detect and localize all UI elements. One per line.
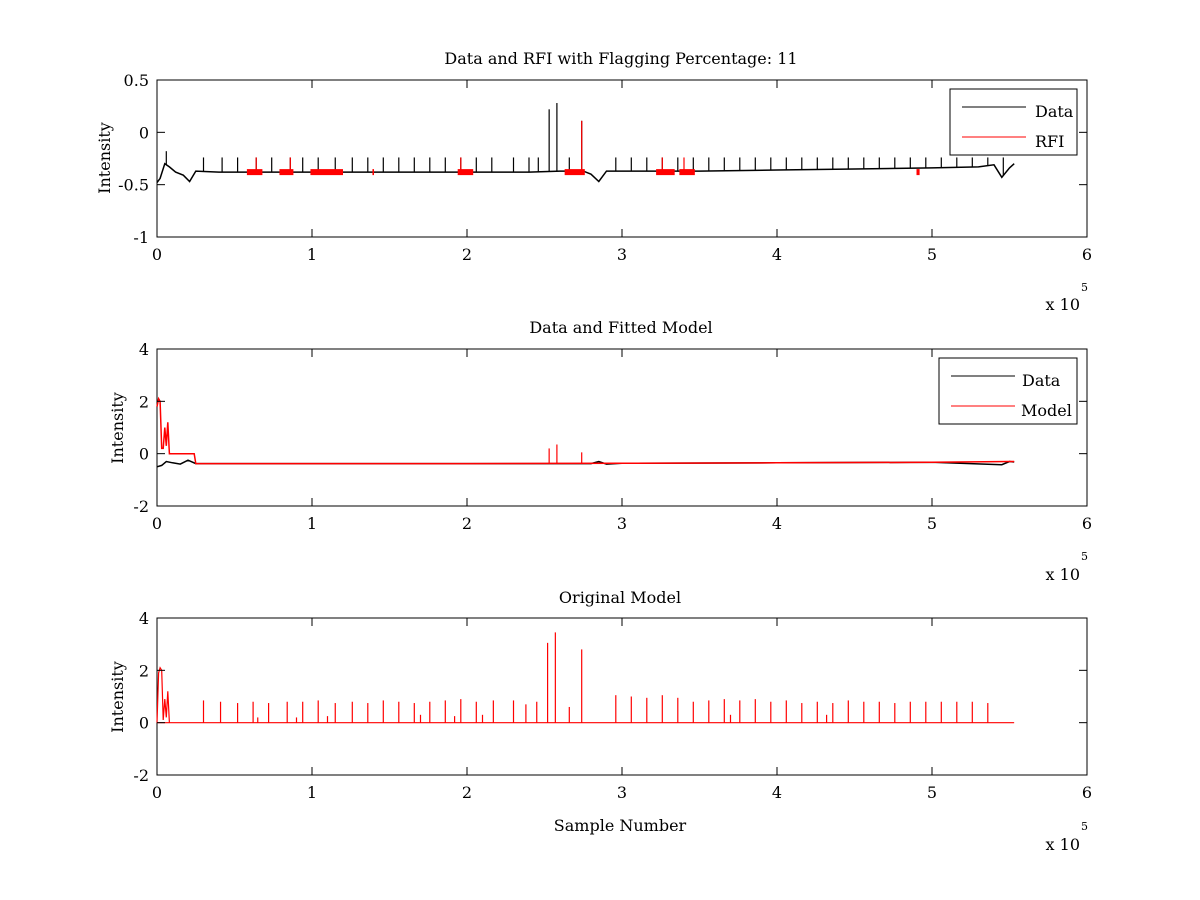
rfi-segment [279, 169, 294, 176]
x-tick-label: 3 [617, 783, 627, 802]
x-tick-label: 1 [307, 783, 317, 802]
y-tick-label: -2 [133, 497, 149, 516]
panel-1-legend-label-data: Data [1035, 102, 1074, 121]
panel-3-title: Original Model [559, 588, 681, 607]
panel-2-legend-label-data: Data [1022, 371, 1061, 390]
panel-1-ticks: 0 1 2 3 4 5 6 -1 -0.5 0 0.5 [118, 71, 1092, 264]
series-line-data [156, 162, 1015, 184]
x-tick-label: 6 [1082, 245, 1092, 264]
x-tick-label: 2 [462, 245, 472, 264]
y-tick-label: -0.5 [118, 176, 149, 195]
panel-1-legend-label-rfi: RFI [1035, 132, 1064, 151]
x-tick-label: 2 [462, 783, 472, 802]
x-tick-label: 2 [462, 514, 472, 533]
y-tick-label: 4 [139, 340, 149, 359]
x-tick-label: 0 [152, 245, 162, 264]
panel-2-legend: Data Model [938, 357, 1078, 425]
series-line-model [156, 396, 1015, 465]
panel-1-marks [156, 103, 1015, 184]
y-tick-label: -1 [133, 228, 149, 247]
panel-2-legend-box [938, 357, 1078, 425]
panel-1-x-multiplier-exponent: 5 [1081, 281, 1088, 294]
panel-3-x-multiplier: x 10 [1046, 835, 1080, 854]
y-tick-label: 0 [139, 714, 149, 733]
x-tick-label: 4 [772, 783, 782, 802]
x-tick-label: 6 [1082, 783, 1092, 802]
panel-1-x-multiplier: x 10 [1046, 295, 1080, 314]
y-tick-label: 2 [139, 661, 149, 680]
x-tick-label: 0 [152, 783, 162, 802]
panel-2-ylabel: Intensity [108, 392, 127, 464]
y-tick-label: 0 [139, 445, 149, 464]
panel-2-marks [156, 396, 1015, 468]
x-tick-label: 5 [927, 783, 937, 802]
rfi-segment [310, 169, 343, 176]
panel-2-x-multiplier-exponent: 5 [1081, 550, 1088, 563]
panel-2-x-multiplier: x 10 [1046, 565, 1080, 584]
panel-1-title: Data and RFI with Flagging Percentage: 1… [444, 49, 797, 68]
x-tick-label: 6 [1082, 514, 1092, 533]
y-tick-label: 4 [139, 609, 149, 628]
panel-1-legend-box [949, 88, 1078, 156]
panel-3-axes [156, 617, 1088, 776]
y-tick-label: 2 [139, 392, 149, 411]
rfi-segment [372, 169, 374, 176]
rfi-segment [457, 169, 474, 176]
rfi-segment [656, 169, 675, 176]
y-tick-label: -2 [133, 766, 149, 785]
x-tick-label: 0 [152, 514, 162, 533]
rfi-segment [564, 169, 585, 176]
x-tick-label: 4 [772, 514, 782, 533]
panel-2-legend-label-model: Model [1021, 401, 1072, 420]
y-tick-label: 0 [139, 123, 149, 142]
panel-1-legend: Data RFI [949, 88, 1078, 156]
x-tick-label: 1 [307, 245, 317, 264]
panel-3-marks [156, 632, 1015, 724]
x-tick-label: 4 [772, 245, 782, 264]
x-tick-label: 1 [307, 514, 317, 533]
panel-1-ylabel: Intensity [95, 122, 114, 194]
panel-3-xlabel: Sample Number [554, 816, 687, 835]
panel-3-ylabel: Intensity [108, 661, 127, 733]
y-tick-label: 0.5 [124, 71, 149, 90]
rfi-segment [246, 169, 263, 176]
panel-1-axes [156, 79, 1088, 238]
rfi-segment [916, 169, 920, 176]
x-tick-label: 3 [617, 245, 627, 264]
rfi-segment [679, 169, 695, 176]
panel-2-title: Data and Fitted Model [529, 318, 712, 337]
x-tick-label: 5 [927, 514, 937, 533]
x-tick-label: 5 [927, 245, 937, 264]
panel-1: Data and RFI with Flagging Percentage: 1… [95, 49, 1092, 314]
x-tick-label: 3 [617, 514, 627, 533]
panel-3-x-multiplier-exponent: 5 [1081, 820, 1088, 833]
model-initial-burst [156, 666, 170, 723]
